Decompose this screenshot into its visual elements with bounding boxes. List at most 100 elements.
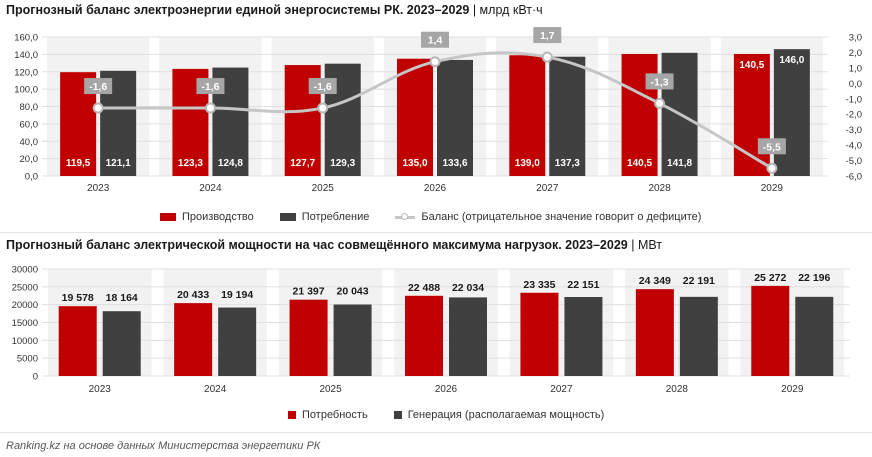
bar-demand [58, 306, 97, 376]
balance-label-box [645, 73, 674, 90]
legend-swatch-production [160, 213, 176, 221]
data-label-generation: 22 191 [683, 275, 715, 287]
y-tick-label: 160,0 [14, 33, 38, 44]
data-label-demand: 23 335 [523, 279, 555, 291]
balance-label-box [533, 27, 562, 44]
data-label-production: 140,5 [627, 158, 652, 169]
x-tick-label: 2023 [87, 183, 110, 194]
bar-generation [333, 304, 372, 376]
data-label-demand: 19 578 [62, 292, 94, 304]
y-tick-label: 25000 [12, 282, 38, 293]
legend-label-production: Производство [182, 211, 254, 223]
data-label-consumption: 146,0 [779, 55, 804, 66]
chart1-unit: | млрд кВт·ч [469, 3, 543, 17]
bar-demand [405, 295, 443, 376]
balance-point [204, 102, 216, 114]
y-tick-label: 20000 [12, 300, 38, 311]
bar-generation [449, 297, 487, 376]
legend-swatch-consumption [279, 213, 296, 221]
x-tick-label: 2026 [435, 384, 458, 395]
bar-demand [751, 285, 790, 376]
y-tick-label: 80,0 [20, 102, 39, 113]
legend-item-demand: Потребность [288, 409, 368, 421]
data-label-consumption: 141,8 [667, 158, 692, 169]
y-tick-label: 100,0 [14, 85, 38, 96]
chart1-title-text: Прогнозный баланс электроэнергии единой … [6, 3, 470, 17]
chart2-unit: | МВт [627, 238, 663, 252]
bar-consumption [437, 59, 473, 177]
y2-tick-label: -2,0 [846, 110, 862, 121]
x-tick-label: 2029 [781, 384, 804, 395]
data-label-production: 123,3 [178, 158, 203, 169]
balance-label: -1,6 [201, 81, 219, 93]
y2-tick-label: -6,0 [846, 172, 862, 183]
y-tick-label: 15000 [12, 318, 38, 329]
legend-swatch-balance [395, 212, 416, 222]
data-label-demand: 20 433 [177, 289, 209, 301]
balance-point [654, 97, 666, 109]
x-tick-label: 2028 [666, 384, 689, 395]
x-tick-label: 2026 [424, 183, 447, 194]
data-label-production: 135,0 [402, 158, 427, 169]
y-tick-label: 0,0 [25, 172, 38, 183]
bar-demand [289, 299, 328, 376]
y2-tick-label: 1,0 [849, 63, 862, 74]
data-label-demand: 22 488 [408, 282, 440, 294]
data-label-consumption: 124,8 [218, 158, 243, 169]
x-tick-label: 2025 [312, 183, 335, 194]
data-label-demand: 21 397 [293, 286, 325, 298]
y2-tick-label: -5,0 [846, 156, 862, 167]
x-tick-label: 2028 [648, 183, 671, 194]
legend-label-generation: Генерация (располагаемая мощность) [407, 409, 605, 421]
y-tick-label: 30000 [12, 265, 38, 276]
data-label-generation: 22 034 [452, 282, 484, 294]
balance-point [766, 162, 778, 174]
data-label-generation: 22 151 [567, 279, 599, 291]
chart1-title: Прогнозный баланс электроэнергии единой … [6, 3, 543, 17]
x-tick-label: 2027 [550, 384, 573, 395]
bar-demand [635, 289, 674, 376]
legend-swatch-generation [393, 411, 402, 419]
data-label-generation: 18 164 [106, 292, 138, 304]
data-label-generation: 19 194 [221, 289, 253, 301]
data-label-consumption: 129,3 [330, 158, 355, 169]
balance-label: -1,6 [314, 81, 332, 93]
legend-item-consumption: Потребление [279, 211, 369, 223]
data-label-production: 140,5 [739, 60, 764, 71]
balance-point [541, 51, 553, 63]
x-tick-label: 2023 [89, 384, 112, 395]
x-tick-label: 2025 [319, 384, 342, 395]
balance-label-box [196, 78, 225, 95]
y2-tick-label: -4,0 [846, 141, 862, 152]
data-label-consumption: 133,6 [442, 158, 467, 169]
y-tick-label: 20,0 [20, 154, 39, 165]
x-tick-label: 2024 [199, 183, 222, 194]
bar-production [509, 55, 546, 176]
bar-generation [564, 296, 603, 376]
y2-tick-label: 0,0 [849, 79, 862, 90]
data-label-generation: 20 043 [337, 286, 369, 298]
balance-label: -1,3 [651, 76, 669, 88]
y-tick-label: 10000 [12, 336, 38, 347]
legend-item-balance: Баланс (отрицательное значение говорит о… [395, 211, 701, 223]
bar-generation [218, 307, 257, 376]
data-label-demand: 25 272 [754, 272, 786, 284]
balance-point [317, 102, 329, 114]
bar-demand [174, 303, 213, 376]
balance-label: 1,7 [540, 30, 555, 42]
bar-demand [520, 292, 559, 376]
chart2-legend: Потребность Генерация (располагаемая мощ… [288, 409, 630, 421]
y2-tick-label: 2,0 [849, 48, 862, 59]
y-tick-label: 40,0 [20, 137, 39, 148]
x-tick-label: 2024 [204, 384, 227, 395]
source-footer: Ranking.kz на основе данных Министерства… [6, 440, 321, 452]
balance-point [92, 102, 104, 114]
y2-tick-label: -1,0 [846, 94, 862, 105]
data-label-demand: 24 349 [639, 275, 671, 287]
balance-label-box [84, 78, 113, 95]
bar-generation [679, 296, 718, 376]
y-tick-label: 140,0 [14, 50, 38, 61]
y-tick-label: 120,0 [14, 67, 38, 78]
section-divider [0, 232, 872, 233]
balance-label-box [308, 78, 337, 95]
